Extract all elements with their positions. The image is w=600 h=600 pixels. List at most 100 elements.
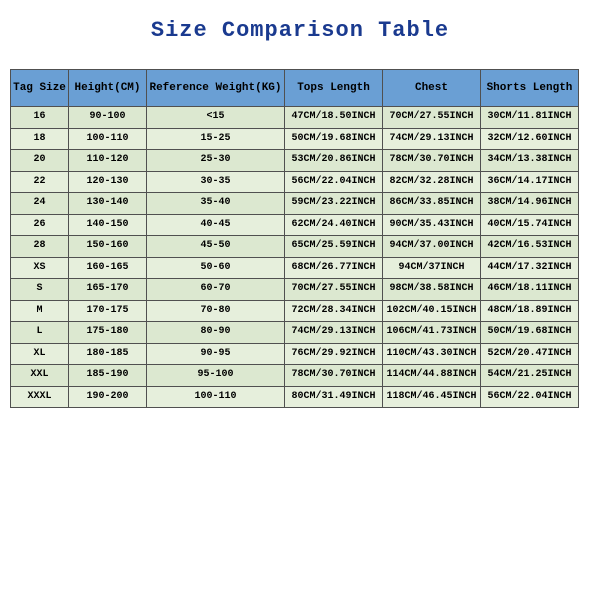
table-cell: 62CM/24.40INCH [285, 214, 383, 236]
col-header: Tops Length [285, 70, 383, 107]
table-cell: 38CM/14.96INCH [481, 193, 579, 215]
table-row: XS160-16550-6068CM/26.77INCH94CM/37INCH4… [11, 257, 579, 279]
table-cell: 25-30 [147, 150, 285, 172]
col-header: Chest [383, 70, 481, 107]
table-cell: 53CM/20.86INCH [285, 150, 383, 172]
table-cell: 70CM/27.55INCH [383, 107, 481, 129]
table-row: M170-17570-8072CM/28.34INCH102CM/40.15IN… [11, 300, 579, 322]
table-cell: 26 [11, 214, 69, 236]
table-row: L175-18080-9074CM/29.13INCH106CM/41.73IN… [11, 322, 579, 344]
table-cell: 40CM/15.74INCH [481, 214, 579, 236]
table-cell: 54CM/21.25INCH [481, 365, 579, 387]
table-cell: 140-150 [69, 214, 147, 236]
table-row: XL180-18590-9576CM/29.92INCH110CM/43.30I… [11, 343, 579, 365]
table-cell: 18 [11, 128, 69, 150]
table-cell: 94CM/37INCH [383, 257, 481, 279]
table-cell: 15-25 [147, 128, 285, 150]
table-row: 24130-14035-4059CM/23.22INCH86CM/33.85IN… [11, 193, 579, 215]
col-header: Tag Size [11, 70, 69, 107]
table-cell: 48CM/18.89INCH [481, 300, 579, 322]
table-cell: 28 [11, 236, 69, 258]
table-row: 18100-11015-2550CM/19.68INCH74CM/29.13IN… [11, 128, 579, 150]
table-cell: 185-190 [69, 365, 147, 387]
table-cell: 30CM/11.81INCH [481, 107, 579, 129]
header-row: Tag Size Height(CM) Reference Weight(KG)… [11, 70, 579, 107]
table-cell: 56CM/22.04INCH [285, 171, 383, 193]
table-cell: 50CM/19.68INCH [285, 128, 383, 150]
table-cell: 44CM/17.32INCH [481, 257, 579, 279]
table-cell: 110CM/43.30INCH [383, 343, 481, 365]
table-row: 22120-13030-3556CM/22.04INCH82CM/32.28IN… [11, 171, 579, 193]
table-cell: 98CM/38.58INCH [383, 279, 481, 301]
table-cell: 70-80 [147, 300, 285, 322]
table-cell: 118CM/46.45INCH [383, 386, 481, 408]
table-cell: 150-160 [69, 236, 147, 258]
table-cell: 74CM/29.13INCH [383, 128, 481, 150]
table-cell: 47CM/18.50INCH [285, 107, 383, 129]
table-cell: M [11, 300, 69, 322]
table-cell: XS [11, 257, 69, 279]
table-row: 26140-15040-4562CM/24.40INCH90CM/35.43IN… [11, 214, 579, 236]
table-cell: 22 [11, 171, 69, 193]
table-cell: L [11, 322, 69, 344]
table-row: XXL185-19095-10078CM/30.70INCH114CM/44.8… [11, 365, 579, 387]
table-cell: 114CM/44.88INCH [383, 365, 481, 387]
page: Size Comparison Table Tag Size Height(CM… [0, 0, 600, 600]
table-cell: S [11, 279, 69, 301]
table-cell: 52CM/20.47INCH [481, 343, 579, 365]
page-title: Size Comparison Table [0, 18, 600, 43]
table-cell: 110-120 [69, 150, 147, 172]
table-cell: 72CM/28.34INCH [285, 300, 383, 322]
table-cell: 70CM/27.55INCH [285, 279, 383, 301]
table-cell: XL [11, 343, 69, 365]
table-cell: XXXL [11, 386, 69, 408]
table-cell: 180-185 [69, 343, 147, 365]
table-cell: 34CM/13.38INCH [481, 150, 579, 172]
size-table-wrap: Tag Size Height(CM) Reference Weight(KG)… [10, 69, 578, 408]
table-cell: 94CM/37.00INCH [383, 236, 481, 258]
table-cell: 30-35 [147, 171, 285, 193]
size-table: Tag Size Height(CM) Reference Weight(KG)… [10, 69, 579, 408]
table-cell: 90CM/35.43INCH [383, 214, 481, 236]
table-cell: 120-130 [69, 171, 147, 193]
table-cell: 175-180 [69, 322, 147, 344]
table-cell: 95-100 [147, 365, 285, 387]
table-cell: 16 [11, 107, 69, 129]
table-cell: 100-110 [69, 128, 147, 150]
table-row: S165-17060-7070CM/27.55INCH98CM/38.58INC… [11, 279, 579, 301]
table-cell: 40-45 [147, 214, 285, 236]
table-cell: 35-40 [147, 193, 285, 215]
table-cell: 190-200 [69, 386, 147, 408]
table-cell: 102CM/40.15INCH [383, 300, 481, 322]
table-cell: 56CM/22.04INCH [481, 386, 579, 408]
table-cell: 90-95 [147, 343, 285, 365]
size-table-body: 1690-100<1547CM/18.50INCH70CM/27.55INCH3… [11, 107, 579, 408]
table-cell: 106CM/41.73INCH [383, 322, 481, 344]
table-cell: 170-175 [69, 300, 147, 322]
table-cell: <15 [147, 107, 285, 129]
table-cell: 50CM/19.68INCH [481, 322, 579, 344]
table-cell: 24 [11, 193, 69, 215]
table-cell: 160-165 [69, 257, 147, 279]
table-cell: 45-50 [147, 236, 285, 258]
table-cell: 80-90 [147, 322, 285, 344]
table-row: 20110-12025-3053CM/20.86INCH78CM/30.70IN… [11, 150, 579, 172]
col-header: Reference Weight(KG) [147, 70, 285, 107]
table-cell: 130-140 [69, 193, 147, 215]
table-cell: 82CM/32.28INCH [383, 171, 481, 193]
table-cell: 68CM/26.77INCH [285, 257, 383, 279]
table-cell: 80CM/31.49INCH [285, 386, 383, 408]
table-cell: 32CM/12.60INCH [481, 128, 579, 150]
table-cell: 90-100 [69, 107, 147, 129]
table-cell: 78CM/30.70INCH [285, 365, 383, 387]
col-header: Shorts Length [481, 70, 579, 107]
table-cell: 100-110 [147, 386, 285, 408]
table-cell: 36CM/14.17INCH [481, 171, 579, 193]
table-cell: 74CM/29.13INCH [285, 322, 383, 344]
table-row: XXXL190-200100-11080CM/31.49INCH118CM/46… [11, 386, 579, 408]
table-cell: 59CM/23.22INCH [285, 193, 383, 215]
table-cell: 86CM/33.85INCH [383, 193, 481, 215]
table-cell: 65CM/25.59INCH [285, 236, 383, 258]
table-row: 28150-16045-5065CM/25.59INCH94CM/37.00IN… [11, 236, 579, 258]
table-cell: 60-70 [147, 279, 285, 301]
